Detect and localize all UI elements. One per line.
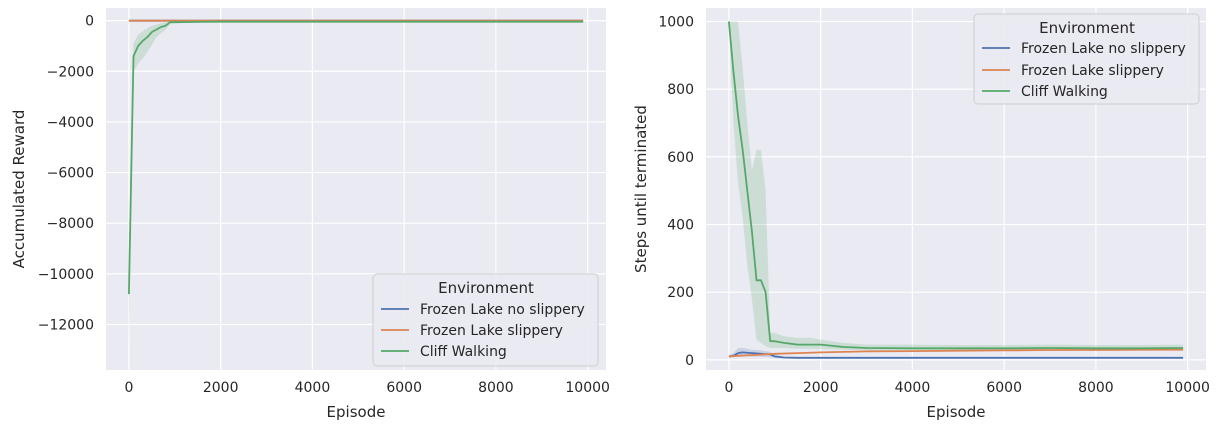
left-y-tick-label: −10000 bbox=[38, 267, 94, 283]
left-x-tick-label: 4000 bbox=[295, 380, 331, 396]
right-y-tick-label: 1000 bbox=[658, 15, 694, 31]
left-y-tick-label: −4000 bbox=[47, 115, 94, 131]
right-x-tick-label: 2000 bbox=[803, 380, 839, 396]
right-y-tick-label: 800 bbox=[667, 82, 694, 98]
left-line-cliff-walking bbox=[128, 20, 584, 295]
right-line-cliff-walking bbox=[728, 21, 1184, 350]
left-x-tick-label: 6000 bbox=[386, 380, 422, 396]
right-legend-box bbox=[973, 13, 1200, 105]
left-y-tick-labels: 0 −2000 −4000 −6000 −8000 −10000 −12000 bbox=[38, 14, 94, 334]
right-x-axis-label: Episode bbox=[927, 403, 986, 421]
right-y-axis-label: Steps until terminated bbox=[632, 105, 650, 273]
left-y-tick-label: −12000 bbox=[38, 317, 94, 333]
right-y-tick-label: 400 bbox=[667, 218, 694, 234]
left-y-tick-label: −8000 bbox=[47, 216, 94, 232]
left-legend: Environment Frozen Lake no slippery Froz… bbox=[372, 273, 599, 367]
right-x-tick-labels: 0 2000 4000 6000 8000 10000 bbox=[724, 380, 1209, 396]
right-y-tick-label: 0 bbox=[685, 353, 694, 369]
right-legend-title: Environment bbox=[1039, 19, 1135, 37]
left-y-axis-label: Accumulated Reward bbox=[10, 110, 28, 269]
left-legend-title: Environment bbox=[438, 279, 534, 297]
right-y-tick-label: 200 bbox=[667, 285, 694, 301]
left-legend-label-frozen-slippery: Frozen Lake slippery bbox=[420, 323, 563, 339]
right-series-lines bbox=[728, 21, 1184, 359]
left-y-tick-label: −2000 bbox=[47, 64, 94, 80]
left-legend-label-frozen-no-slippery: Frozen Lake no slippery bbox=[420, 302, 585, 318]
right-x-tick-label: 10000 bbox=[1165, 380, 1210, 396]
right-legend-label-cliff-walking: Cliff Walking bbox=[1021, 84, 1108, 100]
left-series-lines bbox=[128, 19, 584, 295]
right-line-frozen-lake-no-slippery bbox=[728, 351, 1184, 359]
right-chart-panel: 0 2000 4000 6000 8000 10000 0 200 400 600 800 1000… bbox=[632, 8, 1210, 421]
left-x-tick-labels: 0 2000 4000 6000 8000 10000 bbox=[124, 380, 609, 396]
left-x-tick-label: 8000 bbox=[478, 380, 514, 396]
left-gridlines bbox=[106, 8, 606, 370]
right-x-tick-label: 6000 bbox=[986, 380, 1022, 396]
left-x-tick-label: 0 bbox=[124, 380, 133, 396]
right-y-tick-labels: 0 200 400 600 800 1000 bbox=[658, 15, 694, 369]
right-legend-label-frozen-slippery: Frozen Lake slippery bbox=[1021, 63, 1164, 79]
right-x-tick-label: 0 bbox=[724, 380, 733, 396]
right-legend-label-frozen-no-slippery: Frozen Lake no slippery bbox=[1021, 41, 1186, 57]
right-x-tick-label: 4000 bbox=[895, 380, 931, 396]
right-y-tick-label: 600 bbox=[667, 150, 694, 166]
left-x-tick-label: 2000 bbox=[203, 380, 239, 396]
left-y-tick-label: −6000 bbox=[47, 166, 94, 182]
left-x-tick-label: 10000 bbox=[565, 380, 610, 396]
left-x-axis-label: Episode bbox=[327, 403, 386, 421]
right-legend: Environment Frozen Lake no slippery Froz… bbox=[973, 13, 1200, 105]
left-legend-box bbox=[372, 273, 599, 367]
left-y-tick-label: 0 bbox=[85, 14, 94, 30]
right-x-tick-label: 8000 bbox=[1078, 380, 1114, 396]
left-chart-panel: 0 2000 4000 6000 8000 10000 0 −2000 −4000 −6000 −… bbox=[10, 8, 610, 421]
right-line-frozen-lake-slippery bbox=[728, 348, 1184, 358]
left-legend-label-cliff-walking: Cliff Walking bbox=[420, 344, 507, 360]
